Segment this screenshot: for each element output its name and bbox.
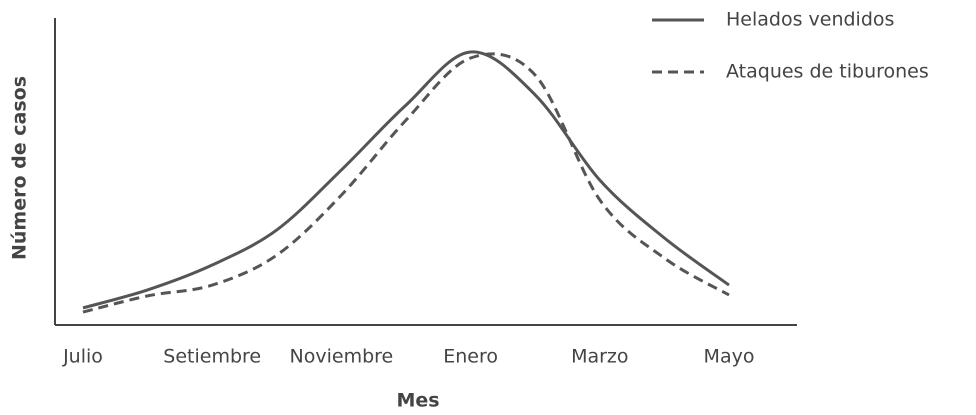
x-tick-label: Setiembre xyxy=(163,346,261,368)
line-series xyxy=(82,50,730,310)
legend-label: Ataques de tiburones xyxy=(726,61,929,83)
x-tick-label: Julio xyxy=(62,346,103,368)
x-tick-label: Mayo xyxy=(704,346,755,368)
x-tick-label: Marzo xyxy=(571,346,628,368)
y-axis-label: Número de casos xyxy=(9,76,31,260)
x-axis-label: Mes xyxy=(396,390,439,412)
x-tick-label: Noviembre xyxy=(290,346,394,368)
x-tick-label: Enero xyxy=(443,346,498,368)
line-series xyxy=(82,52,730,314)
legend-label: Helados vendidos xyxy=(726,9,894,31)
